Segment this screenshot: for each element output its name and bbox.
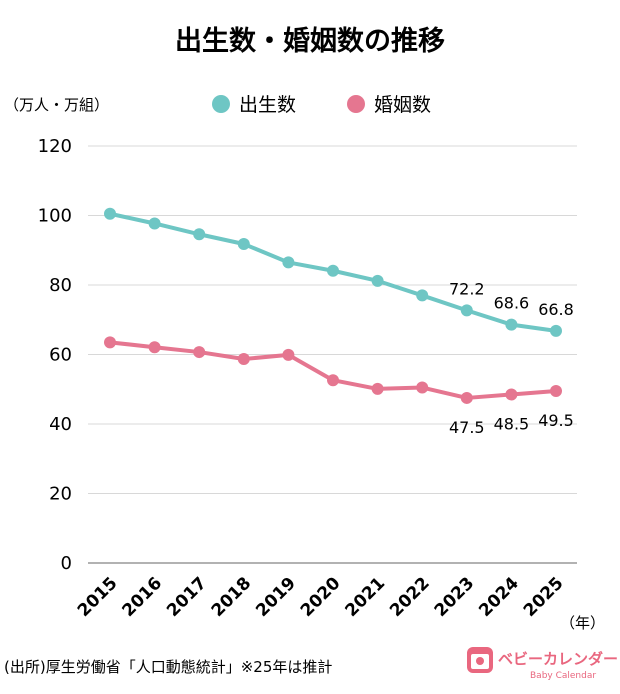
brand-name: ベビーカレンダー: [498, 650, 618, 668]
legend: 出生数 婚姻数: [212, 94, 431, 116]
x-tick-label: 2015: [74, 573, 122, 621]
source-note: (出所)厚生労働省「人口動態統計」※25年は推計: [4, 658, 332, 676]
x-tick-label: 2018: [208, 573, 256, 621]
y-tick-label: 120: [38, 136, 72, 157]
legend-label-marriages: 婚姻数: [374, 94, 431, 116]
data-point: [505, 388, 518, 401]
data-point: [282, 256, 295, 269]
data-label: 47.5: [449, 418, 485, 437]
y-tick-label: 40: [49, 414, 72, 435]
data-point: [104, 336, 116, 349]
data-point: [237, 237, 250, 250]
x-tick-label: 2021: [342, 573, 390, 621]
data-point: [550, 384, 562, 397]
x-tick-label: 2016: [119, 573, 167, 621]
y-tick-label: 100: [38, 206, 72, 227]
data-point: [550, 324, 562, 337]
data-point: [104, 207, 116, 220]
y-axis-ticks: 0 20 40 60 80 100 120: [38, 136, 72, 574]
grid: [88, 145, 577, 564]
x-tick-label: 2024: [475, 573, 523, 621]
data-point: [193, 346, 206, 359]
data-label: 48.5: [494, 414, 530, 433]
data-point: [193, 228, 206, 241]
data-point: [416, 289, 429, 302]
data-point: [327, 264, 339, 277]
data-label: 66.8: [538, 300, 574, 319]
legend-marker-births: [212, 95, 230, 113]
legend-marker-marriages: [347, 95, 365, 113]
x-tick-label: 2017: [163, 573, 211, 621]
brand-calendar-icon-dot: [476, 657, 484, 665]
legend-label-births: 出生数: [239, 94, 296, 116]
brand-logo: ベビーカレンダー Baby Calendar: [467, 647, 618, 681]
data-label: 68.6: [494, 294, 530, 313]
data-label: 72.2: [449, 279, 485, 298]
x-tick-label: 2020: [297, 573, 345, 621]
y-tick-label: 0: [61, 553, 72, 574]
y-axis-unit: （万人・万組）: [4, 96, 109, 114]
data-point: [148, 341, 161, 354]
brand-sub: Baby Calendar: [530, 671, 596, 681]
data-point: [416, 381, 429, 394]
series-layer: 72.2 68.6 66.8 47.5 48.5 49.5: [104, 207, 574, 437]
data-point: [237, 353, 250, 366]
data-point: [505, 318, 518, 331]
x-tick-label: 2019: [252, 573, 300, 621]
y-tick-label: 60: [49, 345, 72, 366]
data-point: [460, 391, 473, 404]
data-label: 49.5: [538, 411, 574, 430]
x-tick-label: 2022: [386, 573, 434, 621]
x-axis-unit: （年）: [560, 614, 605, 632]
data-point: [371, 274, 384, 287]
chart-title: 出生数・婚姻数の推移: [175, 26, 445, 57]
data-point: [371, 382, 384, 395]
x-axis-ticks: 2015201620172018201920202021202220232024…: [74, 573, 568, 621]
y-tick-label: 80: [49, 275, 72, 296]
data-point: [282, 348, 295, 361]
data-point: [148, 217, 161, 230]
x-tick-label: 2023: [431, 573, 479, 621]
data-point: [327, 374, 339, 387]
data-point: [460, 304, 473, 317]
y-tick-label: 20: [49, 484, 72, 505]
series-line-marriages: [109, 340, 557, 400]
